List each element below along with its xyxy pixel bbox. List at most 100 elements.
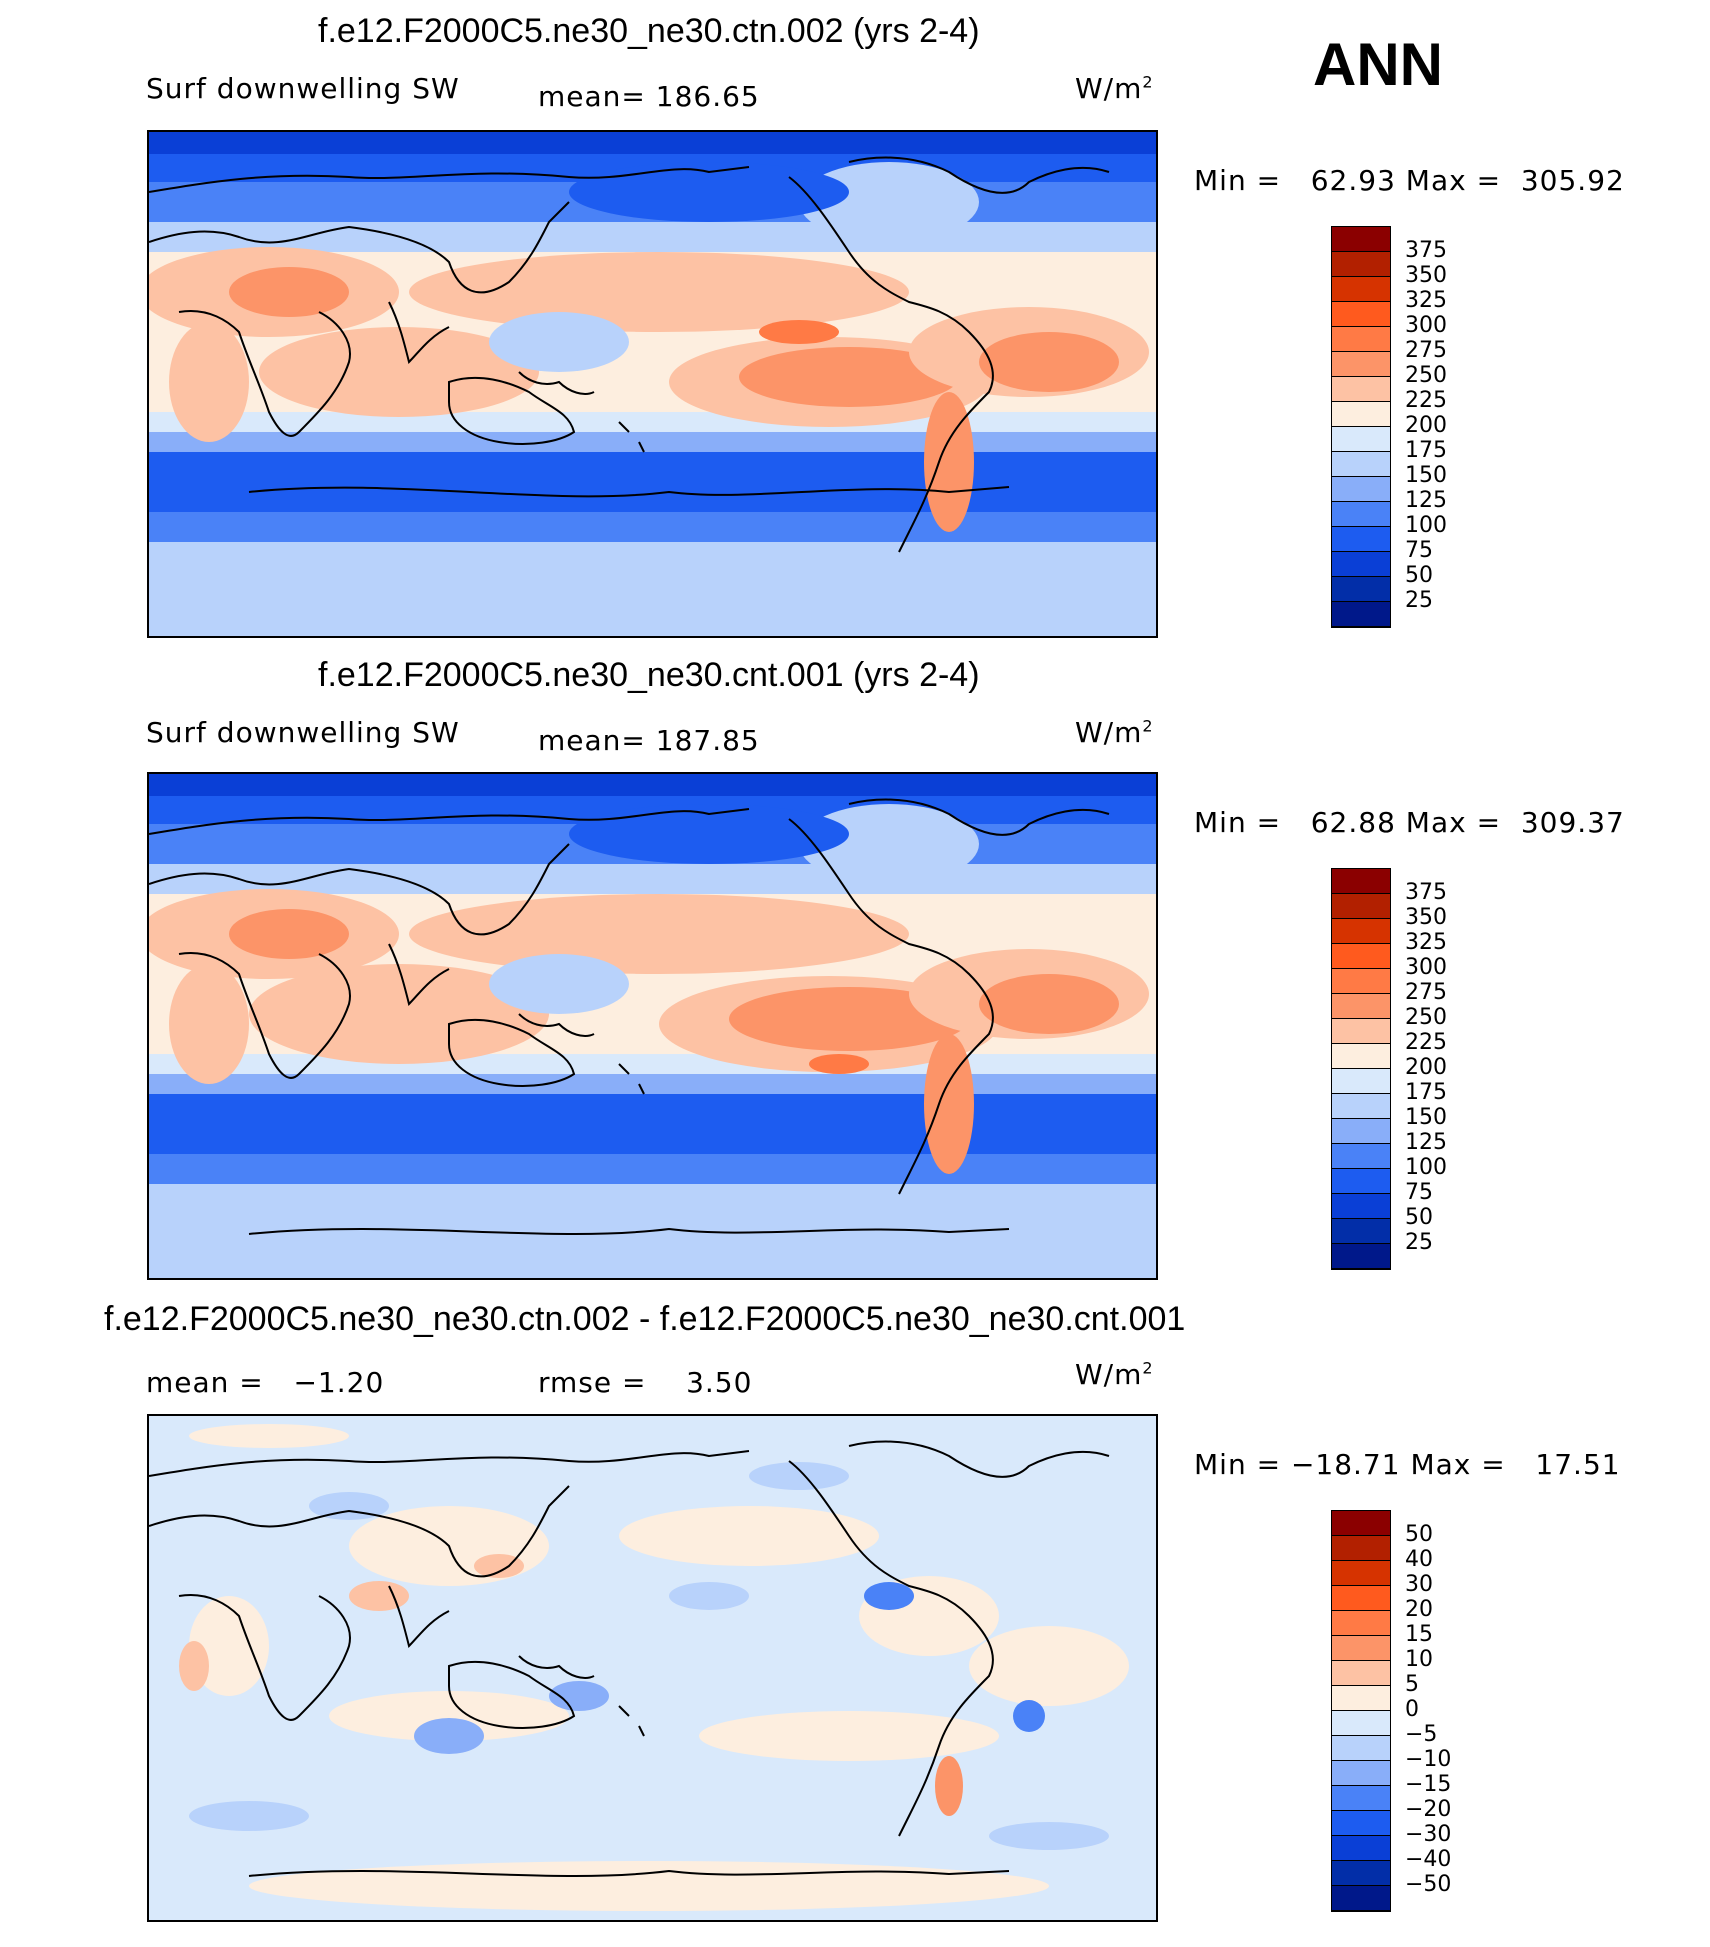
- panel2-minmax: Min = 62.88 Max = 309.37: [1194, 806, 1625, 839]
- colorbar-tick-label: −40: [1405, 1847, 1452, 1872]
- colorbar-tick-label: 25: [1405, 1230, 1433, 1255]
- colorbar-box: [1332, 502, 1390, 527]
- colorbar-tick-label: 25: [1405, 588, 1433, 613]
- colorbar-tick-label: −20: [1405, 1797, 1452, 1822]
- colorbar-box: [1332, 1636, 1390, 1661]
- colorbar-tick-label: 50: [1405, 1205, 1433, 1230]
- colorbar-tick-label: 375: [1405, 880, 1447, 905]
- colorbar-box: [1332, 919, 1390, 944]
- panel1-variable: Surf downwelling SW: [146, 72, 460, 105]
- colorbar-tick-label: 175: [1405, 438, 1447, 463]
- colorbar-box: [1332, 377, 1390, 402]
- colorbar-tick-label: 10: [1405, 1647, 1433, 1672]
- colorbar-box: [1332, 352, 1390, 377]
- colorbar-tick-label: 40: [1405, 1547, 1433, 1572]
- colorbar-tick-label: −50: [1405, 1872, 1452, 1897]
- panel2-field: [149, 774, 1156, 1278]
- colorbar-tick-label: −30: [1405, 1822, 1452, 1847]
- colorbar-tick-label: 325: [1405, 288, 1447, 313]
- colorbar-tick-label: 150: [1405, 1105, 1447, 1130]
- colorbar-box: [1332, 1836, 1390, 1861]
- colorbar-tick-label: 250: [1405, 363, 1447, 388]
- panel1-title: f.e12.F2000C5.ne30_ne30.ctn.002 (yrs 2-4…: [318, 12, 980, 50]
- colorbar-box: [1332, 1561, 1390, 1586]
- panel3-colorbar: [1331, 1510, 1391, 1912]
- colorbar-box: [1332, 327, 1390, 352]
- colorbar-box: [1332, 577, 1390, 602]
- panel1-minmax: Min = 62.93 Max = 305.92: [1194, 164, 1625, 197]
- colorbar-box: [1332, 1661, 1390, 1686]
- panel3-field: [149, 1416, 1156, 1920]
- colorbar-box: [1332, 869, 1390, 894]
- colorbar-tick-label: 0: [1405, 1697, 1419, 1722]
- colorbar-box: [1332, 1511, 1390, 1536]
- colorbar-tick-label: −10: [1405, 1747, 1452, 1772]
- panel3-map: [147, 1414, 1158, 1922]
- colorbar-tick-label: 325: [1405, 930, 1447, 955]
- colorbar-box: [1332, 1736, 1390, 1761]
- colorbar-box: [1332, 894, 1390, 919]
- colorbar-tick-label: 275: [1405, 980, 1447, 1005]
- colorbar-tick-label: 15: [1405, 1622, 1433, 1647]
- colorbar-tick-label: 200: [1405, 413, 1447, 438]
- colorbar-tick-label: 300: [1405, 313, 1447, 338]
- colorbar-box: [1332, 1886, 1390, 1911]
- colorbar-box: [1332, 277, 1390, 302]
- colorbar-tick-label: 5: [1405, 1672, 1419, 1697]
- colorbar-box: [1332, 1069, 1390, 1094]
- colorbar-tick-label: 275: [1405, 338, 1447, 363]
- panel1-colorbar: [1331, 226, 1391, 628]
- colorbar-box: [1332, 1094, 1390, 1119]
- panel1-mean: mean= 186.65: [538, 80, 760, 113]
- colorbar-tick-label: 125: [1405, 488, 1447, 513]
- colorbar-box: [1332, 1169, 1390, 1194]
- panel2-title: f.e12.F2000C5.ne30_ne30.cnt.001 (yrs 2-4…: [318, 656, 980, 694]
- colorbar-tick-label: 350: [1405, 263, 1447, 288]
- colorbar-tick-label: 250: [1405, 1005, 1447, 1030]
- colorbar-tick-label: 100: [1405, 513, 1447, 538]
- colorbar-tick-label: 100: [1405, 1155, 1447, 1180]
- colorbar-box: [1332, 602, 1390, 627]
- colorbar-tick-label: 375: [1405, 238, 1447, 263]
- colorbar-tick-label: 75: [1405, 1180, 1433, 1205]
- panel2-units: W/m2: [1075, 716, 1154, 749]
- colorbar-tick-label: −5: [1405, 1722, 1438, 1747]
- colorbar-tick-label: 50: [1405, 563, 1433, 588]
- colorbar-box: [1332, 1611, 1390, 1636]
- colorbar-box: [1332, 1586, 1390, 1611]
- colorbar-tick-label: 200: [1405, 1055, 1447, 1080]
- colorbar-box: [1332, 1194, 1390, 1219]
- panel3-minmax: Min = −18.71 Max = 17.51: [1194, 1448, 1621, 1481]
- colorbar-box: [1332, 1144, 1390, 1169]
- colorbar-box: [1332, 477, 1390, 502]
- colorbar-tick-label: 150: [1405, 463, 1447, 488]
- panel3-mean: mean = −1.20: [146, 1366, 385, 1399]
- colorbar-box: [1332, 552, 1390, 577]
- colorbar-box: [1332, 1761, 1390, 1786]
- colorbar-tick-label: 75: [1405, 538, 1433, 563]
- colorbar-box: [1332, 452, 1390, 477]
- colorbar-tick-label: 300: [1405, 955, 1447, 980]
- colorbar-box: [1332, 1536, 1390, 1561]
- panel2-mean: mean= 187.85: [538, 724, 760, 757]
- colorbar-tick-label: 175: [1405, 1080, 1447, 1105]
- panel1-field: [149, 132, 1156, 636]
- colorbar-box: [1332, 1861, 1390, 1886]
- panel2-colorbar: [1331, 868, 1391, 1270]
- colorbar-box: [1332, 302, 1390, 327]
- colorbar-tick-label: 30: [1405, 1572, 1433, 1597]
- panel1-units: W/m2: [1075, 72, 1154, 105]
- panel3-title: f.e12.F2000C5.ne30_ne30.ctn.002 - f.e12.…: [104, 1300, 1186, 1338]
- colorbar-box: [1332, 402, 1390, 427]
- colorbar-tick-label: 225: [1405, 388, 1447, 413]
- panel3-units: W/m2: [1075, 1358, 1154, 1391]
- colorbar-tick-label: −15: [1405, 1772, 1452, 1797]
- colorbar-box: [1332, 969, 1390, 994]
- colorbar-box: [1332, 1119, 1390, 1144]
- colorbar-tick-label: 350: [1405, 905, 1447, 930]
- colorbar-tick-label: 50: [1405, 1522, 1433, 1547]
- panel2-variable: Surf downwelling SW: [146, 716, 460, 749]
- colorbar-box: [1332, 1044, 1390, 1069]
- colorbar-tick-label: 125: [1405, 1130, 1447, 1155]
- colorbar-box: [1332, 1811, 1390, 1836]
